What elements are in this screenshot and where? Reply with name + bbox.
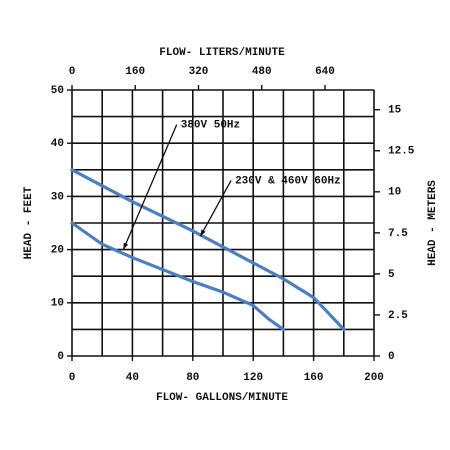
y2-tick-label: 5 xyxy=(388,269,395,281)
y-tick-label: 40 xyxy=(51,138,64,150)
curve xyxy=(70,168,346,331)
x-axis-label: FLOW- GALLONS/MINUTE xyxy=(156,392,288,404)
curve xyxy=(70,221,285,331)
x-tick-label: 160 xyxy=(304,372,324,384)
series-label: 230V & 460V 60Hz xyxy=(235,175,341,187)
y2-tick-label: 2.5 xyxy=(388,310,408,322)
y2-tick-label: 0 xyxy=(388,351,395,363)
annotation-arrow xyxy=(122,124,178,250)
arrow-head xyxy=(200,229,206,237)
x2-tick-label: 640 xyxy=(315,66,335,78)
x2-tick-label: 160 xyxy=(125,66,145,78)
y2-tick-label: 15 xyxy=(388,105,402,117)
annotation-arrow xyxy=(199,180,232,237)
arrow-head xyxy=(123,242,129,250)
y-tick-label: 0 xyxy=(57,351,64,363)
y-tick-label: 20 xyxy=(51,245,64,257)
x2-tick-label: 320 xyxy=(189,66,209,78)
y-tick-label: 10 xyxy=(51,298,64,310)
x2-axis-label: FLOW- LITERS/MINUTE xyxy=(159,47,285,59)
x2-tick-label: 0 xyxy=(69,66,76,78)
x-tick-label: 80 xyxy=(186,372,199,384)
x-tick-label: 200 xyxy=(364,372,384,384)
x-tick-label: 40 xyxy=(126,372,139,384)
x2-tick-label: 480 xyxy=(252,66,272,78)
x-tick-label: 120 xyxy=(243,372,263,384)
y2-tick-label: 12.5 xyxy=(388,146,415,158)
x-tick-label: 0 xyxy=(69,372,76,384)
y2-tick-label: 10 xyxy=(388,187,401,199)
y2-axis-label: HEAD - METERS xyxy=(427,180,439,266)
y-tick-label: 30 xyxy=(51,191,64,203)
y2-tick-label: 7.5 xyxy=(388,228,408,240)
y-axis-label: HEAD - FEET xyxy=(23,186,35,259)
series-label: 380V 50Hz xyxy=(181,119,240,131)
y-tick-label: 50 xyxy=(51,85,64,97)
